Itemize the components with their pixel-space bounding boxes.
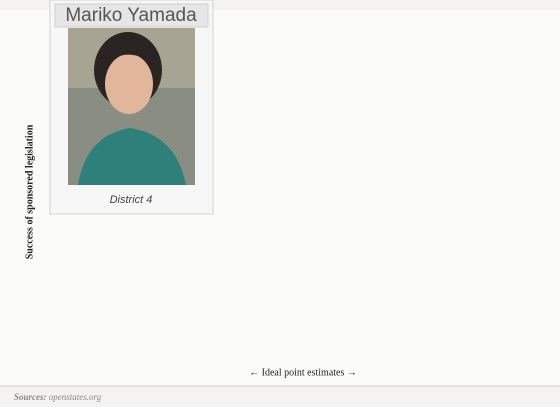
source: openstates.org	[49, 392, 102, 402]
card-name: Mariko Yamada	[65, 5, 197, 26]
photo	[68, 28, 195, 185]
x-axis-label: ← Ideal point estimates →	[249, 367, 357, 378]
photo-jacket	[78, 128, 186, 185]
footer: Sources: openstates.org	[14, 392, 102, 402]
photo-fringe	[104, 46, 154, 70]
photo-face	[105, 54, 153, 114]
card-district: District 4	[110, 194, 153, 206]
source-label: Sources:	[14, 392, 47, 402]
y-axis-label: Success of sponsored legislation	[24, 124, 35, 259]
name-box	[54, 3, 209, 28]
tooltip-card: Mariko Yamada District 4	[49, 0, 214, 215]
